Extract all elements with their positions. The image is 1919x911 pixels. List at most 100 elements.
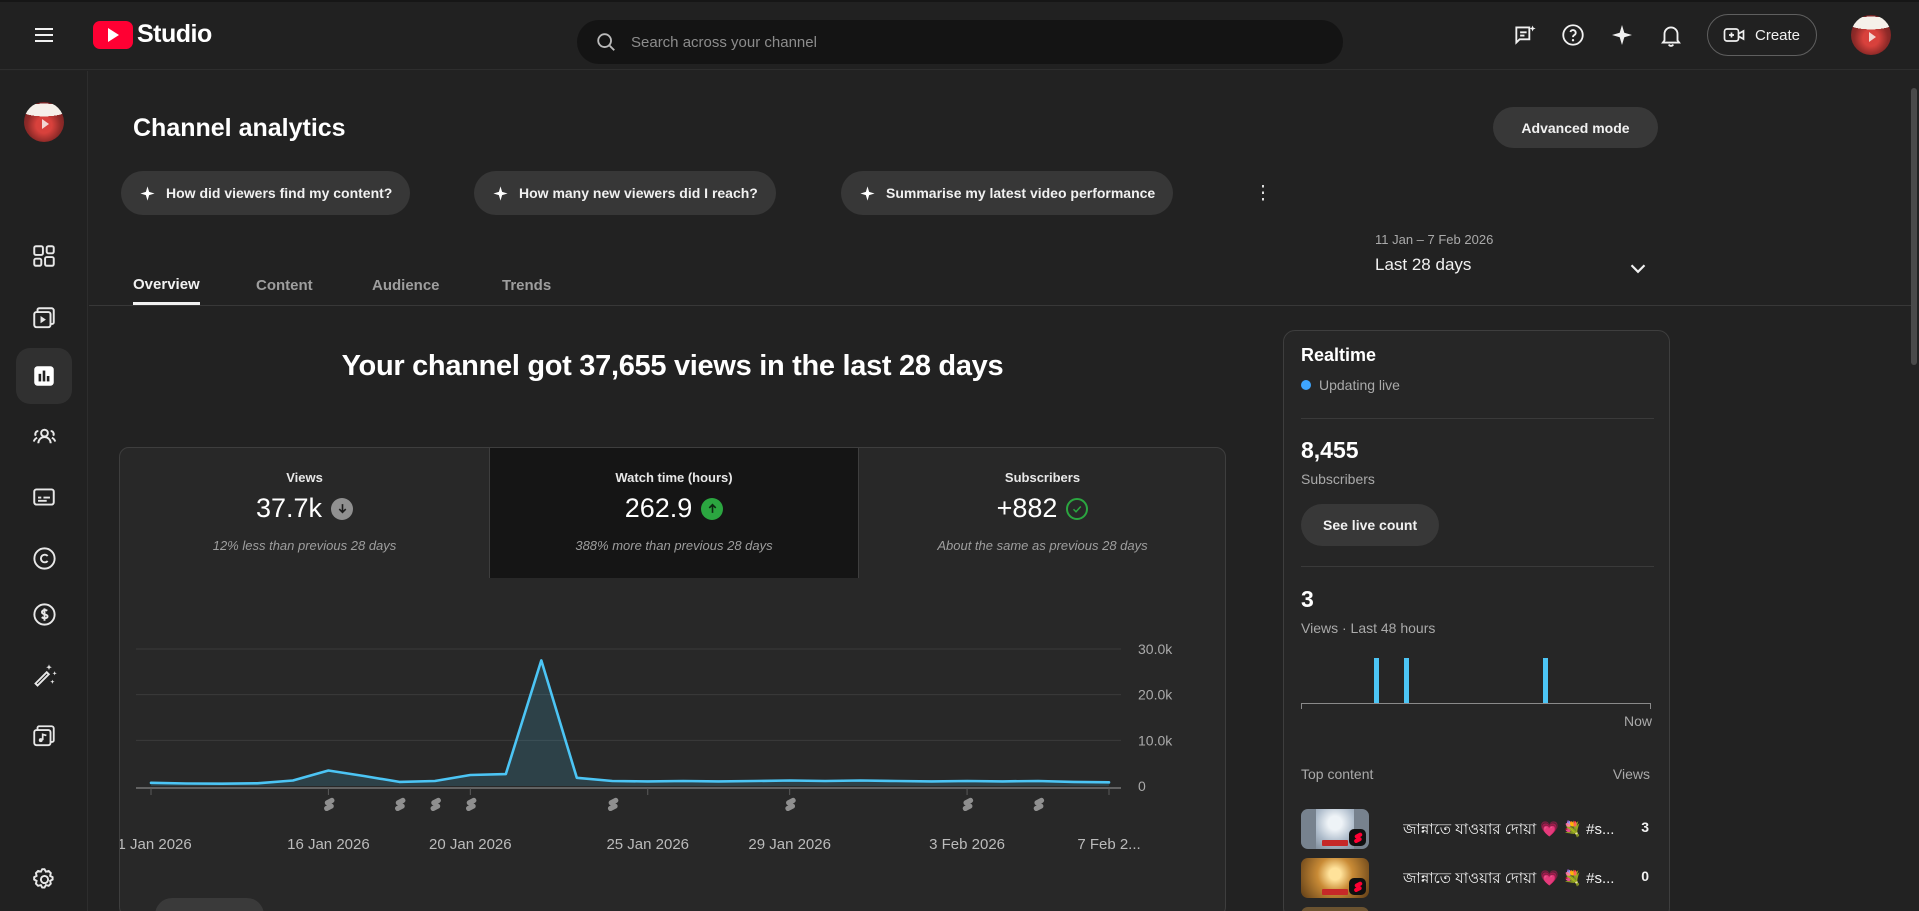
tab-trends[interactable]: Trends [502, 266, 551, 305]
date-range-picker[interactable]: 11 Jan – 7 Feb 2026 Last 28 days [1375, 232, 1665, 288]
svg-text:20 Jan 2026: 20 Jan 2026 [429, 836, 512, 853]
tab-audience[interactable]: Audience [372, 266, 440, 305]
shorts-badge-icon [1349, 829, 1366, 846]
metric-delta: 388% more than previous 28 days [575, 538, 773, 553]
sparkle-icon [139, 185, 156, 202]
chevron-down-icon [1630, 264, 1646, 274]
notifications-bell-icon[interactable] [1651, 15, 1691, 55]
realtime-view-bar [1403, 658, 1409, 703]
sidebar-item-audio-library[interactable] [16, 708, 72, 764]
realtime-view-bar [1374, 658, 1380, 703]
realtime-title: Realtime [1301, 345, 1377, 365]
trend-same-icon [1066, 497, 1089, 520]
top-content-row-partial[interactable] [1301, 907, 1369, 911]
date-preset-text: Last 28 days [1375, 255, 1472, 274]
audio-library-icon [33, 725, 55, 747]
metric-value: +882 [996, 493, 1058, 523]
chips-overflow-menu-icon[interactable]: ⋮ [1248, 178, 1278, 208]
divider [1301, 566, 1654, 567]
sidebar-item-subtitles[interactable] [16, 469, 72, 525]
trend-down-icon [331, 497, 354, 520]
create-video-icon [1723, 28, 1745, 42]
top-content-row[interactable]: জান্নাতে যাওয়ার দোয়া 💗 💐 #s... 0 [1301, 858, 1654, 898]
sidebar-channel-avatar[interactable] [24, 102, 64, 142]
gemini-sparkle-icon[interactable] [1602, 15, 1642, 55]
headline: Your channel got 37,655 views in the las… [341, 350, 1004, 382]
account-avatar[interactable] [1851, 15, 1891, 55]
search-input[interactable] [631, 33, 1325, 51]
views-line-chart: 30.0k 20.0k 10.0k 0 11 Jan 2026 16 Jan 2026 20… [120, 641, 1173, 853]
metric-views[interactable]: Views 37.7k 12% less than previous 28 da… [120, 448, 490, 578]
svg-text:11 Jan 2026: 11 Jan 2026 [120, 836, 192, 853]
metric-label: Watch time (hours) [615, 470, 733, 485]
live-dot-icon [1301, 380, 1311, 390]
dashboard-icon [33, 245, 55, 267]
youtube-play-icon [93, 20, 133, 49]
customisation-wand-icon [33, 663, 57, 687]
help-icon[interactable] [1553, 15, 1593, 55]
advanced-mode-button[interactable]: Advanced mode [1493, 107, 1658, 148]
video-title: জান্নাতে যাওয়ার দোয়া 💗 💐 #s... [1403, 821, 1615, 838]
tab-overview[interactable]: Overview [133, 266, 200, 305]
video-views: 3 [1641, 819, 1649, 835]
copyright-icon [32, 546, 56, 570]
chip-label: How did viewers find my content? [166, 185, 393, 201]
svg-text:20.0k: 20.0k [1138, 687, 1173, 703]
top-content-row[interactable]: জান্নাতে যাওয়ার দোয়া 💗 💐 #s... 3 [1301, 809, 1654, 849]
ai-chip-new-viewers[interactable]: How many new viewers did I reach? [474, 171, 776, 215]
sidebar-item-analytics[interactable] [16, 348, 72, 404]
left-sidebar [0, 71, 88, 911]
ai-chip-how-viewers-found[interactable]: How did viewers find my content? [121, 171, 411, 215]
video-thumbnail [1301, 858, 1369, 898]
realtime-now-label: Now [1623, 713, 1652, 729]
realtime-status: Updating live [1301, 377, 1400, 393]
metric-delta: About the same as previous 28 days [937, 538, 1148, 553]
video-title: জান্নাতে যাওয়ার দোয়া 💗 💐 #s... [1403, 870, 1615, 887]
sidebar-item-earn[interactable] [16, 586, 72, 642]
shorts-badge-icon [1349, 878, 1366, 895]
thumbnail-banner [1322, 840, 1348, 846]
video-views: 0 [1641, 868, 1649, 884]
youtube-studio-logo[interactable]: Studio [93, 20, 212, 49]
sidebar-item-content[interactable] [16, 290, 72, 346]
sidebar-item-settings[interactable] [16, 851, 72, 907]
subtitles-icon [33, 488, 55, 506]
vertical-scrollbar[interactable] [1911, 88, 1917, 365]
sidebar-item-send-feedback[interactable] [16, 903, 72, 911]
settings-gear-icon [32, 867, 54, 889]
whats-new-icon[interactable] [1505, 15, 1545, 55]
search-bar[interactable] [577, 20, 1343, 64]
metric-subscribers[interactable]: Subscribers +882 About the same as previ… [858, 448, 1226, 578]
video-thumbnail [1301, 809, 1369, 849]
metric-delta: 12% less than previous 28 days [212, 538, 397, 553]
sidebar-item-customisation[interactable] [16, 646, 72, 702]
create-button[interactable]: Create [1707, 14, 1818, 56]
ai-chip-latest-video-performance[interactable]: Summarise my latest video performance [841, 171, 1174, 215]
analytics-summary-card: Views 37.7k 12% less than previous 28 da… [119, 447, 1226, 911]
sidebar-item-dashboard[interactable] [16, 228, 72, 284]
svg-text:30.0k: 30.0k [1138, 641, 1173, 657]
thumbnail-banner [1322, 889, 1348, 895]
realtime-view-bar [1543, 658, 1549, 703]
hamburger-menu-icon[interactable] [24, 15, 64, 55]
see-live-count-button[interactable]: See live count [1301, 504, 1440, 546]
top-bar: Studio Create [0, 0, 1919, 70]
realtime-subscribers-value: 8,455 [1301, 437, 1359, 463]
earn-icon [32, 602, 56, 626]
sidebar-item-community[interactable] [16, 408, 72, 464]
date-range-text: 11 Jan – 7 Feb 2026 [1375, 232, 1494, 247]
sidebar-item-copyright[interactable] [16, 530, 72, 586]
svg-text:25 Jan 2026: 25 Jan 2026 [606, 836, 689, 853]
sparkle-icon [859, 185, 876, 202]
see-more-button-partial[interactable] [155, 898, 264, 911]
divider [1301, 418, 1654, 419]
realtime-48h-bar-chart [1301, 654, 1651, 709]
metric-watch-time[interactable]: Watch time (hours) 262.9 388% more than … [490, 448, 858, 578]
svg-text:7 Feb 2...: 7 Feb 2... [1077, 836, 1140, 853]
realtime-views-label: Views · Last 48 hours [1301, 620, 1436, 636]
tab-content[interactable]: Content [256, 266, 313, 305]
create-button-label: Create [1755, 26, 1801, 44]
metric-value: 37.7k [255, 493, 323, 523]
tabs-divider [89, 305, 1911, 306]
realtime-card: Realtime Updating live 8,455 Subscribers… [1283, 330, 1670, 911]
